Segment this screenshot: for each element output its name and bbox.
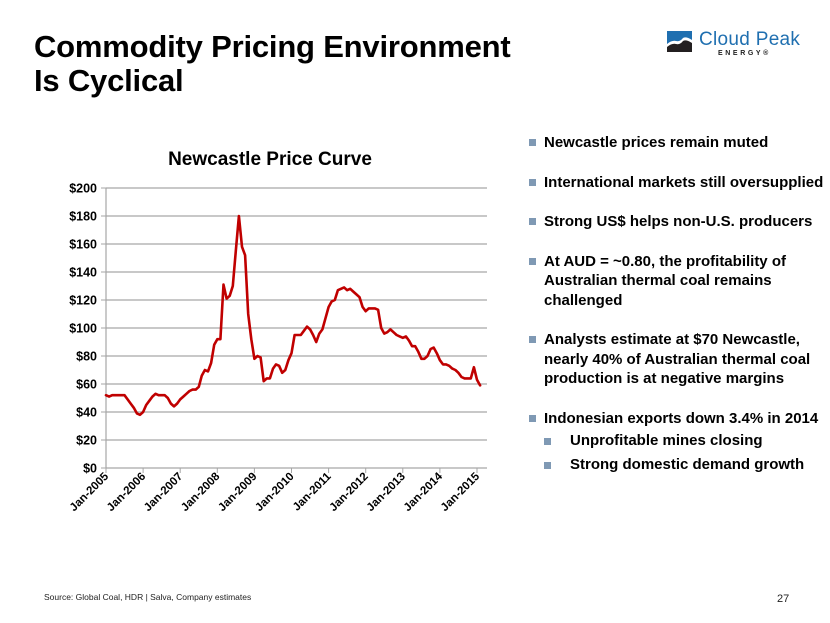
y-tick-label: $200: [69, 182, 97, 196]
page-number: 27: [777, 593, 790, 605]
slide-title: Commodity Pricing Environment Is Cyclica…: [34, 29, 511, 98]
company-logo: Cloud Peak ENERGY®: [667, 29, 817, 61]
sub-bullet-item: Unprofitable mines closing: [529, 431, 824, 451]
axes: [101, 187, 487, 473]
source-note: Source: Global Coal, HDR | Salva, Compan…: [44, 592, 252, 602]
bullet-text: Unprofitable mines closing: [570, 432, 763, 449]
bullet-item: Strong US$ helps non-U.S. producers: [529, 212, 824, 232]
y-tick-label: $60: [76, 378, 97, 392]
bullet-text: Strong domestic demand growth: [570, 455, 805, 473]
x-tick-label: Jan-2005: [68, 470, 112, 514]
bullet-text: International markets still oversupplied: [544, 173, 824, 191]
chart-title: Newcastle Price Curve: [168, 149, 372, 170]
bullet-text: Analysts estimate at $70 Newcastle, near…: [544, 331, 811, 387]
bullet-text: At AUD = ~0.80, the profitability of Aus…: [544, 252, 786, 309]
x-tick-label: Jan-2011: [291, 470, 334, 513]
y-tick-label: $100: [69, 322, 97, 336]
bullet-item: International markets still oversupplied: [529, 173, 824, 193]
series-layer: [104, 214, 482, 417]
bullet-square-icon: [529, 178, 536, 186]
bullet-square-icon: [529, 218, 536, 225]
x-tick-label: Jan-2006: [105, 471, 148, 514]
x-tick-label: Jan-2012: [328, 471, 371, 514]
y-tick-label: $140: [69, 266, 97, 280]
x-tick-label: Jan-2015: [439, 470, 483, 514]
bullet-text: Indonesian exports down 3.4% in 2014: [544, 409, 819, 427]
bullet-item: Newcastle prices remain muted: [529, 133, 824, 153]
y-tick-label: $180: [69, 210, 97, 224]
bullet-item: Analysts estimate at $70 Newcastle, near…: [529, 330, 824, 389]
x-tick-label: Jan-2008: [179, 470, 223, 514]
slide-title-line-1: Commodity Pricing Environment: [34, 29, 511, 64]
x-tick-label: Jan-2010: [253, 471, 296, 514]
series-line-newcastle: [104, 214, 482, 417]
y-tick-label: $160: [69, 238, 97, 252]
bullet-square-icon: [529, 257, 536, 265]
mountain-logo-icon: [667, 31, 692, 52]
y-tick-label: $20: [76, 434, 97, 448]
bullet-item: Indonesian exports down 3.4% in 2014: [529, 409, 824, 429]
y-tick-label: $0: [83, 462, 97, 476]
bullet-square-icon: [544, 438, 551, 445]
sub-bullet-item: Strong domestic demand growth: [529, 455, 824, 475]
x-tick-label: Jan-2013: [365, 471, 408, 514]
bullet-square-icon: [529, 414, 536, 422]
x-axis-tick-labels: Jan-2005Jan-2006Jan-2007Jan-2008Jan-2009…: [68, 470, 483, 514]
x-tick-label: Jan-2009: [216, 471, 259, 514]
x-tick-label: Jan-2014: [402, 470, 446, 514]
bullet-item: At AUD = ~0.80, the profitability of Aus…: [529, 252, 824, 311]
bullet-text: Newcastle prices remain muted: [544, 134, 769, 151]
y-tick-label: $40: [76, 406, 97, 420]
y-axis-tick-labels: $0 $20 $40 $60 $80 $100 $120 $140 $160 $180 $200: [69, 182, 97, 476]
bullet-square-icon: [544, 461, 551, 469]
y-tick-label: $120: [69, 294, 97, 308]
bullet-text: Strong US$ helps non-U.S. producers: [544, 213, 813, 230]
y-tick-label: $80: [76, 350, 97, 364]
logo-wordmark: Cloud Peak: [699, 29, 801, 50]
gridlines: [106, 187, 487, 441]
bullet-list: Newcastle prices remain muted Internatio…: [529, 133, 824, 498]
slide-title-line-2: Is Cyclical: [34, 63, 184, 98]
bullet-square-icon: [529, 336, 536, 343]
bullet-square-icon: [529, 139, 536, 146]
logo-subtitle: ENERGY®: [718, 50, 771, 57]
x-tick-label: Jan-2007: [142, 471, 185, 514]
